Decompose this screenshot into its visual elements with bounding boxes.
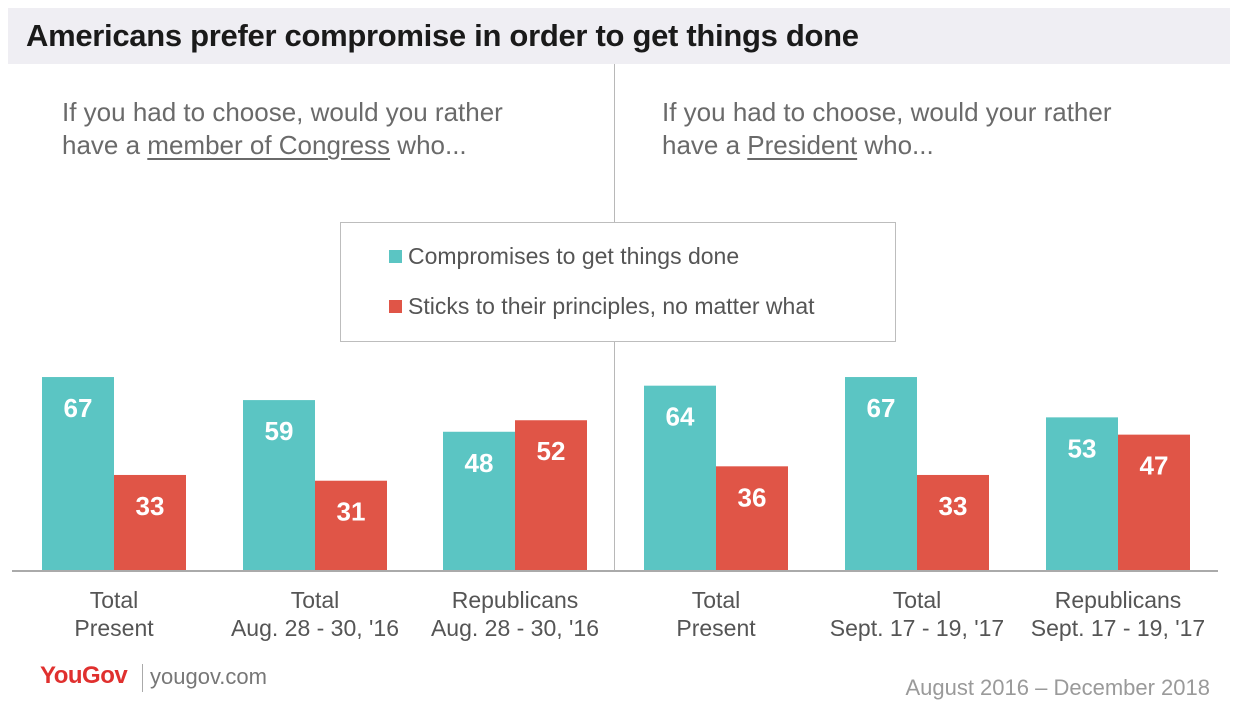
data-label-principles-3: 36 xyxy=(738,482,767,512)
question-congress-line2: have a member of Congress who... xyxy=(62,130,467,160)
data-label-principles-4: 33 xyxy=(939,491,968,521)
data-label-compromise-4: 67 xyxy=(867,393,896,423)
panel-divider-bottom xyxy=(614,342,615,570)
category-label-4-line1: Total xyxy=(893,587,942,613)
category-label-1-line1: Total xyxy=(291,587,340,613)
category-label-3-line1: Total xyxy=(692,587,741,613)
yougov-logo: YouGov xyxy=(40,662,128,689)
date-range: August 2016 – December 2018 xyxy=(905,675,1210,700)
category-label-3-line2: Present xyxy=(676,615,756,641)
chart-legend: Compromises to get things done Sticks to… xyxy=(340,222,896,342)
category-label-0-line2: Present xyxy=(74,615,154,641)
title-bar: Americans prefer compromise in order to … xyxy=(8,8,1230,64)
category-label-5-line1: Republicans xyxy=(1055,587,1182,613)
bar-principles-1 xyxy=(315,480,387,570)
category-label-2-line2: Aug. 28 - 30, '16 xyxy=(431,615,599,641)
data-label-principles-2: 52 xyxy=(537,436,566,466)
question-congress-line1: If you had to choose, would you rather xyxy=(62,97,503,127)
bar-compromise-0 xyxy=(42,377,114,570)
data-label-compromise-3: 64 xyxy=(666,402,695,432)
bar-principles-2 xyxy=(515,420,587,570)
data-label-principles-5: 47 xyxy=(1140,451,1169,481)
data-label-principles-1: 31 xyxy=(337,497,366,527)
site-url: yougov.com xyxy=(150,664,267,689)
category-label-5-line2: Sept. 17 - 19, '17 xyxy=(1031,615,1205,641)
category-label-2-line1: Republicans xyxy=(452,587,579,613)
bar-compromise-2 xyxy=(443,431,515,570)
legend-swatch-principles xyxy=(389,300,402,313)
bar-principles-4 xyxy=(917,474,989,570)
category-label-4-line2: Sept. 17 - 19, '17 xyxy=(830,615,1004,641)
bar-compromise-3 xyxy=(644,385,716,570)
bar-principles-0 xyxy=(114,474,186,570)
logo-separator xyxy=(142,664,143,692)
panel-divider-top xyxy=(614,64,615,222)
data-label-compromise-0: 67 xyxy=(64,393,93,423)
legend-swatch-compromise xyxy=(389,250,402,263)
question-president: If you had to choose, would your rather … xyxy=(662,96,1112,162)
bar-principles-3 xyxy=(716,466,788,570)
legend-label-principles: Sticks to their principles, no matter wh… xyxy=(408,293,815,319)
bar-compromise-4 xyxy=(845,377,917,570)
question-president-subject: President xyxy=(747,130,858,160)
legend-item-compromise: Compromises to get things done xyxy=(389,243,739,270)
legend-label-compromise: Compromises to get things done xyxy=(408,243,740,269)
category-label-1-line2: Aug. 28 - 30, '16 xyxy=(231,615,399,641)
question-president-line1: If you had to choose, would your rather xyxy=(662,97,1112,127)
legend-item-principles: Sticks to their principles, no matter wh… xyxy=(389,293,815,320)
bar-compromise-5 xyxy=(1046,417,1118,570)
data-label-principles-0: 33 xyxy=(136,491,165,521)
data-label-compromise-5: 53 xyxy=(1068,433,1097,463)
chart-title: Americans prefer compromise in order to … xyxy=(26,18,859,53)
data-label-compromise-1: 59 xyxy=(265,416,294,446)
data-label-compromise-2: 48 xyxy=(465,448,494,478)
question-president-line2: have a President who... xyxy=(662,130,934,160)
bar-compromise-1 xyxy=(243,400,315,570)
category-label-0-line1: Total xyxy=(90,587,139,613)
question-congress: If you had to choose, would you rather h… xyxy=(62,96,503,162)
question-congress-subject: member of Congress xyxy=(147,130,391,160)
bar-principles-5 xyxy=(1118,434,1190,570)
